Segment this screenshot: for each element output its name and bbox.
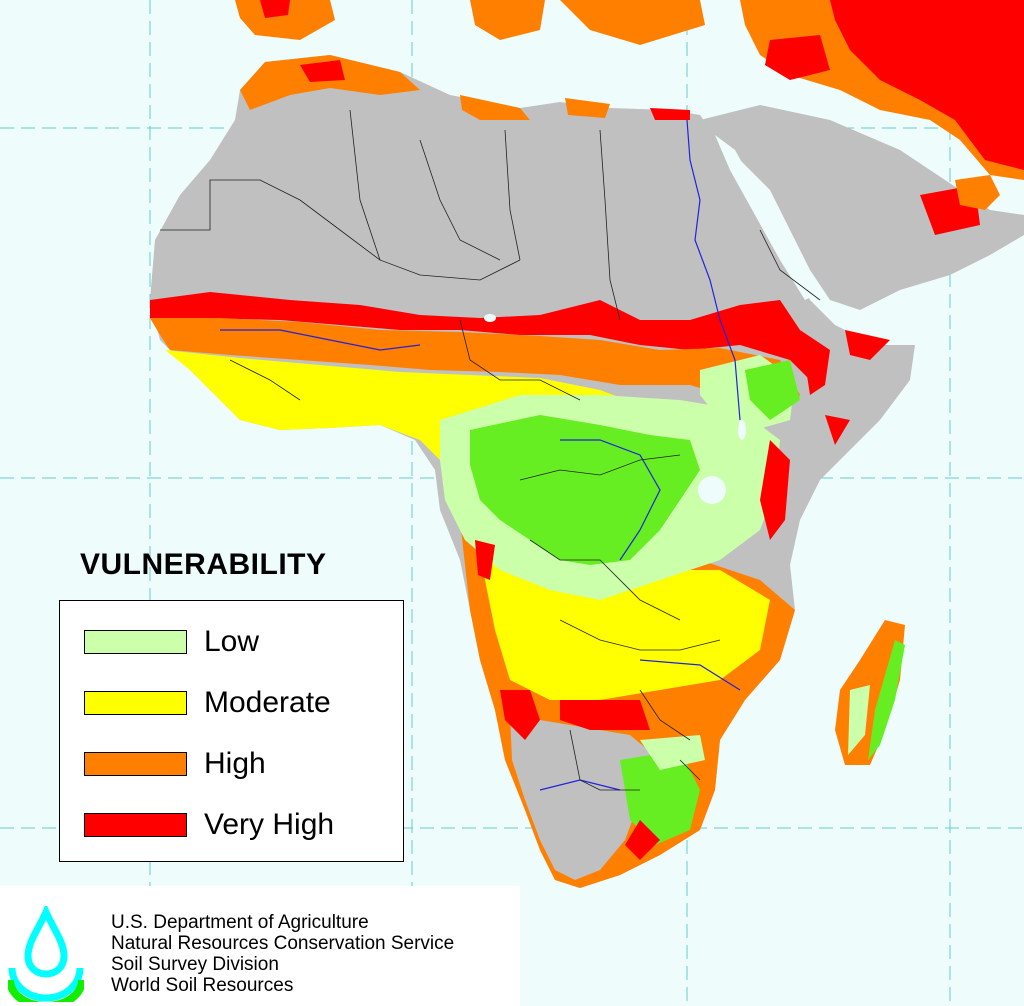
credit-line-wsr: World Soil Resources bbox=[111, 975, 294, 996]
credit-line-nrcs: Natural Resources Conservation Service bbox=[111, 933, 455, 954]
legend: Low Moderate High Very High bbox=[59, 600, 404, 862]
legend-label-low: Low bbox=[204, 625, 260, 658]
sahel-very-high-band bbox=[150, 292, 810, 380]
legend-item-low: Low bbox=[84, 625, 260, 658]
legend-title: VULNERABILITY bbox=[80, 548, 327, 581]
arabian-peninsula bbox=[700, 105, 1024, 310]
water-drop-logo-icon bbox=[8, 906, 84, 1002]
country-borders bbox=[160, 109, 821, 791]
legend-swatch-low bbox=[84, 630, 187, 654]
europe-coast bbox=[235, 0, 1024, 180]
credit-line-usda: U.S. Department of Agriculture bbox=[111, 912, 369, 933]
north-africa-coast bbox=[240, 55, 690, 120]
legend-label-moderate: Moderate bbox=[204, 686, 331, 719]
credit-line-ssd: Soil Survey Division bbox=[111, 954, 279, 975]
lakes bbox=[484, 314, 746, 504]
legend-item-high: High bbox=[84, 747, 266, 780]
credit-block: U.S. Department of Agriculture Natural R… bbox=[0, 886, 520, 1006]
legend-label-very-high: Very High bbox=[204, 808, 335, 841]
kalahari-grey bbox=[510, 715, 660, 880]
very-high-patches bbox=[475, 330, 890, 860]
red-sea bbox=[715, 135, 815, 300]
congo-basin-green bbox=[470, 415, 700, 565]
legend-swatch-high bbox=[84, 752, 187, 776]
legend-label-high: High bbox=[204, 747, 266, 780]
sahel-high-band bbox=[150, 318, 800, 420]
legend-swatch-moderate bbox=[84, 691, 187, 715]
rivers bbox=[220, 119, 741, 791]
legend-item-moderate: Moderate bbox=[84, 686, 331, 719]
legend-item-very-high: Very High bbox=[84, 808, 335, 841]
legend-swatch-very-high bbox=[84, 813, 187, 837]
